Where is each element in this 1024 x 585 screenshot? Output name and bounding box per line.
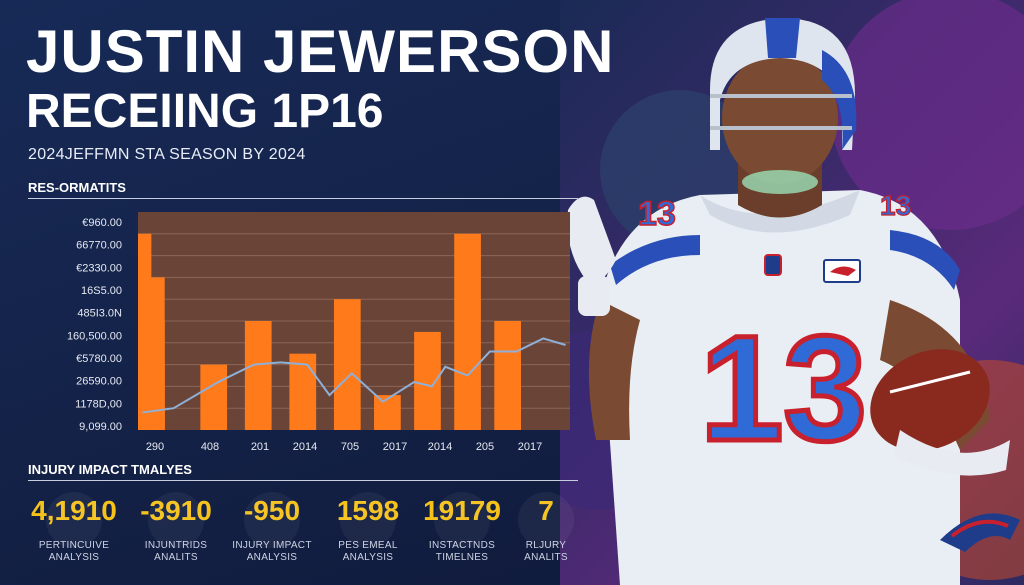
stat-bubble: [148, 492, 204, 548]
page-title: JUSTIN JEWERSON: [26, 18, 615, 85]
stat-value: 4,1910: [31, 495, 117, 526]
chart-y-tick-label: €960.00: [82, 217, 122, 229]
chart-y-tick-label: 9,099.00: [79, 421, 122, 433]
stat-card: 19179 INSTACTNDS TIMELNES: [402, 488, 522, 564]
injury-divider: [28, 480, 578, 481]
helmet-stripe: [765, 18, 800, 58]
stat-label: PES EMEAL ANALYSIS: [338, 540, 398, 563]
chart-bar: [244, 321, 272, 430]
chart-x-tick-label: 408: [201, 441, 219, 453]
chart-x-tick-label: 201: [251, 441, 269, 453]
chart-x-tick-label: 2017: [518, 441, 542, 453]
league-logo-icon: [764, 254, 782, 276]
chart-x-tick-label: 205: [476, 441, 494, 453]
stat-bubble: [518, 492, 574, 548]
chart-x-tick-label: 2014: [428, 441, 452, 453]
season-line: 2024JEFFMN STA SEASON BY 2024: [28, 146, 306, 163]
purple-splash: [830, 0, 1024, 230]
stat-label: PERTINCUIVE ANALYSIS: [38, 540, 110, 563]
stat-card: 1598 PES EMEAL ANALYSIS: [308, 488, 428, 564]
jersey-collar: [700, 190, 860, 233]
page-subtitle: RECEIING 1P16: [26, 85, 384, 138]
chart-x-tick-label: 2017: [383, 441, 407, 453]
stat-bubble: [340, 492, 396, 548]
chart-bar: [289, 353, 317, 430]
stat-card: 7 RLJURY ANALITS: [486, 488, 606, 564]
chart-y-tick-label: 485I3.0N: [77, 308, 122, 320]
chart-section-label: RES-ORMATITS: [28, 180, 126, 195]
jersey-number: 13: [700, 304, 867, 472]
stat-card: 4,1910 PERTINCUIVE ANALYSIS: [14, 488, 134, 564]
shoulder-number: 13: [638, 195, 676, 233]
football-helmet-icon: [710, 18, 855, 150]
stat-bubble: [244, 492, 300, 548]
receiving-chart: €960.00 66770.00 €2330.00 16S5.00 485I3.0N 16…: [67, 212, 570, 453]
stat-label: RLJURY ANALITS: [524, 540, 568, 563]
right-glove: [894, 430, 1010, 476]
chart-y-tick-label: €2330.00: [76, 262, 122, 274]
chart-x-tick-label: 2014: [293, 441, 317, 453]
chart-y-tick-label: €5780.00: [76, 353, 122, 365]
left-arm: [588, 300, 640, 440]
stat-card: -950 INJURY IMPACT ANALYSIS: [212, 488, 332, 564]
football-laces-icon: [889, 370, 971, 394]
chart-bar: [454, 233, 481, 430]
stat-value: -950: [243, 495, 301, 526]
chart-bar: [494, 321, 522, 430]
chart-y-tick-label: 16S5.00: [81, 285, 122, 297]
stat-value: 1598: [336, 495, 400, 526]
stat-label: INSTACTNDS TIMELNES: [428, 540, 496, 563]
chart-bar: [200, 364, 228, 430]
chart-y-tick-label: 66770.00: [76, 240, 122, 252]
left-glove: [567, 196, 616, 283]
chart-bar: [138, 277, 165, 430]
player-panel: 13 13 13: [560, 0, 1024, 585]
shoulder-number-right: 13: [880, 190, 911, 221]
chart-y-tick-label: 26590.00: [76, 376, 122, 388]
chart-trend-line: [142, 337, 566, 414]
stat-value: 19179: [423, 495, 501, 526]
shoulder-stripe-left: [610, 235, 700, 285]
team-patch-mark: [830, 266, 856, 276]
chart-x-tick-label: 705: [341, 441, 359, 453]
helmet-side-logo: [822, 50, 857, 150]
player-illustration: 13 13 13: [560, 0, 1024, 585]
chart-y-tick-label: 1178D,00: [75, 398, 122, 410]
face-mask: [710, 94, 852, 130]
chart-bar: [333, 299, 361, 430]
chart-bar: [374, 395, 401, 430]
chart-y-tick-label: 160,500.00: [67, 330, 122, 342]
chart-x-tick-label: 290: [146, 441, 164, 453]
mouthguard: [742, 170, 818, 194]
stat-value: -3910: [140, 495, 212, 526]
injury-section-label: INJURY IMPACT TMALYES: [28, 462, 192, 477]
chart-divider: [28, 198, 578, 199]
stat-card: -3910 INJUNTRIDS ANALITS: [116, 488, 236, 564]
jersey-body: [600, 190, 960, 585]
stat-value: 7: [538, 495, 554, 526]
left-wristband: [578, 276, 610, 316]
stat-label: INJUNTRIDS ANALITS: [144, 540, 208, 563]
player-face: [722, 52, 838, 184]
shoulder-stripe-right: [890, 230, 960, 290]
stat-label: INJURY IMPACT ANALYSIS: [232, 540, 312, 563]
stat-bubble: [434, 492, 490, 548]
stat-bubble: [46, 492, 102, 548]
team-logo-stripe: [950, 519, 1009, 538]
